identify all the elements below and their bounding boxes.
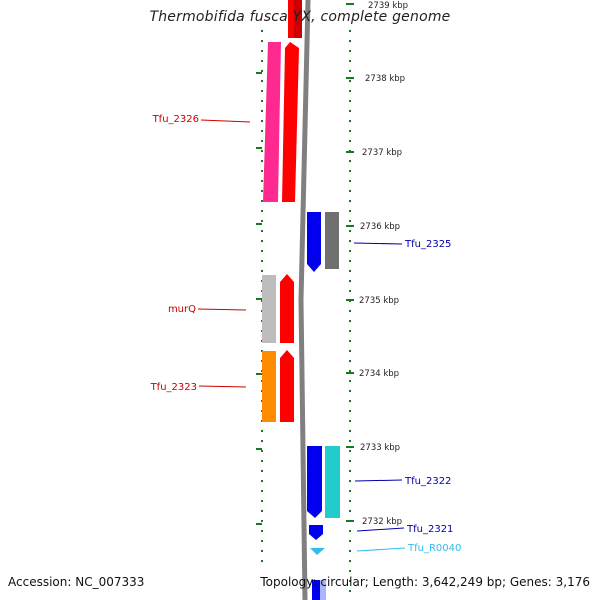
leader-line-tfu2322 [354,479,403,482]
leader-line-tfu2325 [353,242,403,245]
gene-arrow-tfu2325[interactable] [307,212,321,272]
genome-title: Thermobifida fusca YX, complete genome [149,9,451,25]
gene-arrow-murq[interactable] [280,274,294,343]
accession-text: Accession: NC_007333 [8,575,145,589]
tick-label-2733: 2733 kbp [360,443,400,453]
gene-label-tfu2322[interactable]: Tfu_2322 [404,476,451,487]
tick-label-2734: 2734 kbp [359,369,399,379]
gene-label-tfu-r0040[interactable]: Tfu_R0040 [407,543,461,554]
gene-arrow-tfu2321[interactable] [309,525,323,540]
right-major-ticks [346,3,354,522]
tick-label-2735: 2735 kbp [359,296,399,306]
gene-cds-murq[interactable] [262,275,276,343]
leader-line-murq [197,308,247,311]
leader-line-tfu-r0040 [356,547,406,552]
leader-line-tfu2326 [200,119,251,123]
genome-backbone [298,0,311,600]
leader-line-tfu2321 [356,527,405,532]
gene-label-murq[interactable]: murQ [168,304,196,315]
topology-text: Topology: circular; Length: 3,642,249 bp… [260,575,590,589]
gene-feature-top-red-shade [294,0,302,38]
tick-label-2739: 2739 kbp [368,1,408,11]
gene-label-tfu2321[interactable]: Tfu_2321 [406,524,453,535]
tick-label-2736: 2736 kbp [360,222,400,232]
gene-cds-tfu2326[interactable] [263,42,281,202]
gene-rna-tfu-r0040[interactable] [310,548,325,555]
gene-cds-tfu2325[interactable] [325,212,339,269]
gene-feature-bottom-blue-shade [320,580,326,600]
tick-label-2738: 2738 kbp [365,74,405,84]
left-major-ticks [256,72,262,525]
gene-arrow-tfu2326[interactable] [282,42,299,202]
tick-label-2732: 2732 kbp [362,517,402,527]
gene-label-tfu2326[interactable]: Tfu_2326 [152,114,199,125]
gene-label-tfu2325[interactable]: Tfu_2325 [404,239,451,250]
gene-label-tfu2323[interactable]: Tfu_2323 [150,382,197,393]
tick-label-2737: 2737 kbp [362,148,402,158]
gene-arrow-tfu2323[interactable] [280,350,294,422]
gene-arrow-tfu2322[interactable] [307,446,322,518]
gene-cds-tfu2323[interactable] [262,351,276,422]
leader-line-tfu2323 [198,385,247,388]
gene-cds-tfu2322[interactable] [325,446,340,518]
